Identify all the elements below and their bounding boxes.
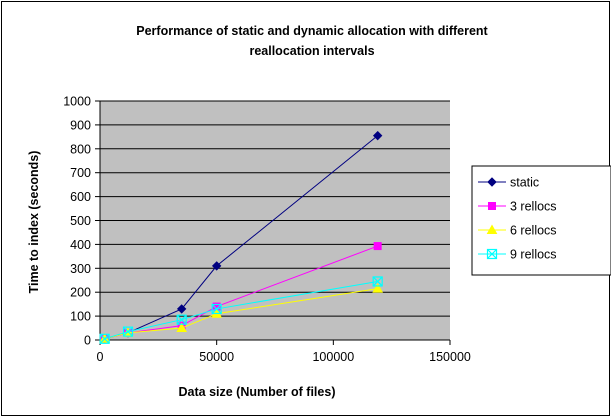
axes	[95, 100, 451, 345]
y-tick-label-4: 400	[70, 238, 91, 252]
y-axis-label: Time to index (seconds)	[27, 151, 41, 294]
gridlines	[100, 100, 450, 341]
y-tick-label-1: 100	[70, 310, 91, 324]
data-point-3-rellocs-4	[373, 242, 382, 251]
x-tick-label-0: 0	[97, 350, 104, 364]
data-point-static-4	[372, 130, 383, 141]
legend-marker-9-rellocs	[486, 248, 498, 260]
y-tick-label-7: 700	[70, 166, 91, 180]
y-tick-label-2: 200	[70, 286, 91, 300]
y-tick-label-0: 0	[84, 334, 91, 348]
y-tick-label-9: 900	[70, 118, 91, 132]
chart-title-line-1: Performance of static and dynamic alloca…	[136, 24, 488, 38]
data-point-9-rellocs-0	[99, 333, 110, 344]
y-tick-label-10: 1000	[63, 95, 91, 109]
data-point-9-rellocs-4	[372, 276, 383, 287]
y-tick-label-3: 300	[70, 262, 91, 276]
legend-label-6-rellocs: 6 rellocs	[510, 224, 557, 238]
legend-label-3-rellocs: 3 rellocs	[510, 200, 557, 214]
data-point-9-rellocs-1	[122, 326, 134, 337]
legend-marker-6-rellocs	[486, 224, 498, 234]
chart-title-line-2: reallocation intervals	[249, 44, 374, 58]
legend-marker-3-rellocs	[488, 202, 496, 210]
x-tick-label-3: 150000	[429, 350, 471, 364]
legend: static 3 rellocs 6 rellocs 9 rellocs	[471, 165, 611, 276]
y-tick-label-5: 500	[70, 214, 91, 228]
y-tick-label-6: 600	[70, 190, 91, 204]
y-tick-labels: 0 100 200 300 400 500 600 700 800 900 1000	[63, 95, 91, 348]
x-tick-label-2: 100000	[312, 350, 354, 364]
data-point-6-rellocs-4	[372, 283, 384, 293]
x-tick-label-1: 50000	[199, 350, 234, 364]
data-point-9-rellocs-2	[176, 314, 187, 325]
x-axis-label: Data size (Number of files)	[179, 385, 336, 399]
series-layer	[99, 130, 384, 344]
y-tick-label-8: 800	[70, 142, 91, 156]
data-point-9-rellocs-3	[211, 303, 222, 315]
legend-label-9-rellocs: 9 rellocs	[510, 248, 557, 262]
legend-marker-static	[487, 177, 497, 187]
legend-label-static: static	[510, 176, 539, 190]
x-tick-labels: 0 50000 100000 150000	[97, 350, 471, 364]
data-point-static-3	[211, 261, 222, 271]
data-point-6-rellocs-2	[176, 322, 188, 333]
data-point-static-2	[176, 304, 187, 314]
